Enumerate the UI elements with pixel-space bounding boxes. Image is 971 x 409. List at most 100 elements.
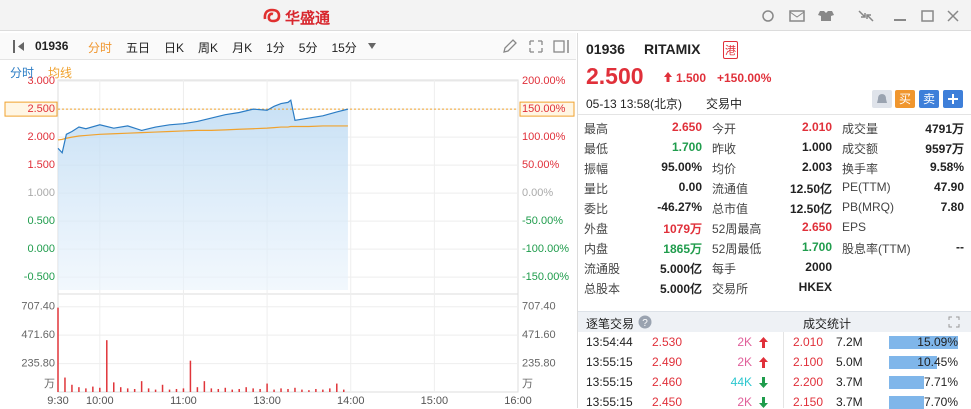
price-change-pct: +150.00% [717,71,772,85]
period-tab[interactable]: 分时 [88,41,113,55]
sidebar-toggle[interactable] [12,40,26,53]
y2-tick-label: -150.00% [522,271,569,283]
volume-bar [133,388,136,392]
volume-bar [231,389,233,392]
volume-bar [57,307,59,392]
logo-icon [263,8,281,23]
y2-tick-label: -50.00% [522,215,563,227]
volume-bar [175,388,178,392]
dist-price: 2.010 [793,335,824,349]
trade-volume: 2K [737,335,752,349]
stat-label: 最低 [584,142,609,156]
y-tick-label: 0.000 [27,243,55,255]
section-header: 逐笔交易 ? 成交统计 [578,311,971,332]
stat-value: 12.50亿 [789,202,832,216]
stat-value: 47.90 [933,180,964,194]
volume-bar [266,383,268,392]
stat-value: 2.650 [801,220,832,234]
stat-value: 0.00 [678,180,702,194]
window-controls [762,10,959,22]
volume-bar [252,388,254,392]
trade-volume: 44K [730,375,752,389]
alert-button[interactable] [872,90,892,108]
y2-tick-label: 200.00% [522,75,566,87]
period-tab[interactable]: 日K [164,41,185,55]
stat-value: 7.80 [940,200,964,214]
stat-value: 1.700 [671,140,702,154]
dist-volume: 3.7M [836,375,863,389]
x-tick-label: 11:00 [170,395,197,407]
volume-bar [259,388,261,392]
volume-unit: 万 [522,378,533,390]
volume-bar [64,377,66,392]
help-icon[interactable]: ? [638,315,652,329]
volume-bar [287,388,289,392]
stat-label: 交易所 [712,282,749,296]
legend-entry[interactable]: 均线 [48,66,73,80]
stat-label: PB(MRQ) [842,200,894,214]
stat-value: 1079万 [663,222,702,236]
stat-value: 2.010 [801,120,832,134]
legend-entry[interactable]: 分时 [10,66,35,80]
stat-label: 成交额 [842,142,879,156]
volume-tick-label: 707.40 [21,301,55,313]
trade-price: 2.460 [652,375,683,389]
y-tick-label: 3.000 [27,75,55,87]
y2-tick-label: 100.00% [522,131,566,143]
last-price: 2.500 [586,63,644,89]
x-tick-label: 16:00 [504,395,532,407]
share-bar [889,336,959,349]
stat-value: -46.27% [657,200,702,214]
dist-price: 2.100 [793,355,824,369]
arrow [759,357,768,368]
stat-value: 12.50亿 [789,182,832,196]
add-button[interactable] [943,90,963,108]
stat-value: 1.000 [801,140,832,154]
buy-button[interactable]: 买 [895,90,915,108]
trade-price: 2.530 [652,335,683,349]
volume-bar [126,388,129,392]
period-tab[interactable]: 1分 [266,41,285,55]
stat-label: 每手 [712,262,737,276]
volume-bar [140,381,143,392]
stat-label: 总市值 [712,202,749,216]
volume-tick-label: 707.40 [522,301,556,313]
period-tab[interactable]: 周K [198,41,219,55]
period-tabs: 分时 五日 日K 周K 月K 1分 5分 15分 [88,39,357,56]
share-label: 7.71% [923,375,958,389]
quote-code: 01936 [586,41,625,57]
volume-bar [196,387,199,392]
x-tick-label: 14:00 [337,395,365,407]
direction-arrow [759,377,768,388]
sell-button[interactable]: 卖 [919,90,939,108]
dropdown-arrow[interactable] [368,43,376,49]
trades-title: 逐笔交易 [586,317,635,331]
stat-label: 均价 [712,162,737,176]
volume-bar [203,381,206,392]
stat-label: 今开 [712,122,737,136]
expand-icon[interactable] [948,316,960,328]
market-badge: 港 [723,41,738,59]
period-tab[interactable]: 月K [232,41,253,55]
stat-value: 9597万 [925,142,964,156]
up-arrow [664,72,672,82]
stat-label: 委比 [584,202,609,216]
stat-value: -- [956,240,964,254]
dist-volume: 3.7M [836,395,863,409]
y2-tick-label: 0.00% [522,187,553,199]
volume-bar [71,384,73,392]
period-tab[interactable]: 5分 [298,41,318,55]
stat-value: 5.000亿 [659,262,702,276]
divider [783,332,784,408]
quote-name: RITAMIX [644,41,701,57]
volume-bar [106,340,108,392]
x-tick-label: 9:30 [47,395,68,407]
period-tab[interactable]: 15分 [331,41,357,55]
period-tab[interactable]: 五日 [126,41,151,55]
stat-value: 2.003 [801,160,832,174]
chart-toolbar: 01936 分时 五日 日K 周K 月K 1分 5分 15分 [0,33,576,60]
stat-label: 52周最低 [712,242,762,256]
stat-label: 量比 [584,182,609,196]
stat-label: 振幅 [584,162,609,176]
volume-bar [322,389,324,392]
